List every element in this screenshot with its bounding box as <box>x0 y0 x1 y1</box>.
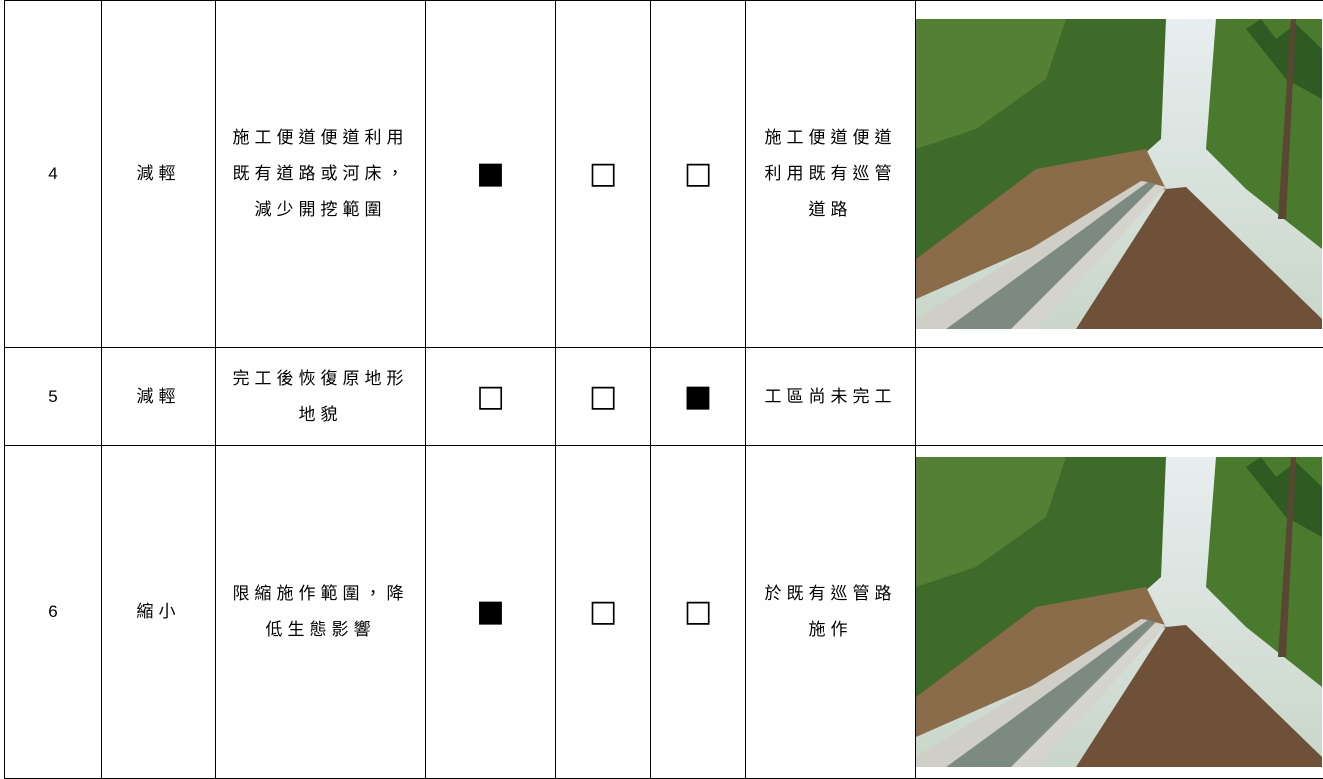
strategy: 縮小 <box>102 446 216 779</box>
photo-cell <box>916 348 1323 446</box>
photo-cell <box>916 1 1323 348</box>
site-photo <box>916 19 1322 329</box>
strategy: 減輕 <box>102 348 216 446</box>
site-photo <box>916 457 1322 767</box>
check-b: □ <box>556 1 651 348</box>
check-b: □ <box>556 446 651 779</box>
check-c: □ <box>651 446 746 779</box>
check-a: ■ <box>426 1 556 348</box>
item-no: 4 <box>5 1 102 348</box>
measure: 完工後恢復原地形地貌 <box>216 348 426 446</box>
measure: 施工便道便道利用既有道路或河床，減少開挖範圍 <box>216 1 426 348</box>
check-a: ■ <box>426 446 556 779</box>
status: 於既有巡管路施作 <box>746 446 916 779</box>
photo-cell <box>916 446 1323 779</box>
status: 工區尚未完工 <box>746 348 916 446</box>
check-c: □ <box>651 1 746 348</box>
measure: 限縮施作範圍，降低生態影響 <box>216 446 426 779</box>
check-a: □ <box>426 348 556 446</box>
check-c: ■ <box>651 348 746 446</box>
strategy: 減輕 <box>102 1 216 348</box>
check-b: □ <box>556 348 651 446</box>
status: 施工便道便道利用既有巡管道路 <box>746 1 916 348</box>
item-no: 5 <box>5 348 102 446</box>
item-no: 6 <box>5 446 102 779</box>
